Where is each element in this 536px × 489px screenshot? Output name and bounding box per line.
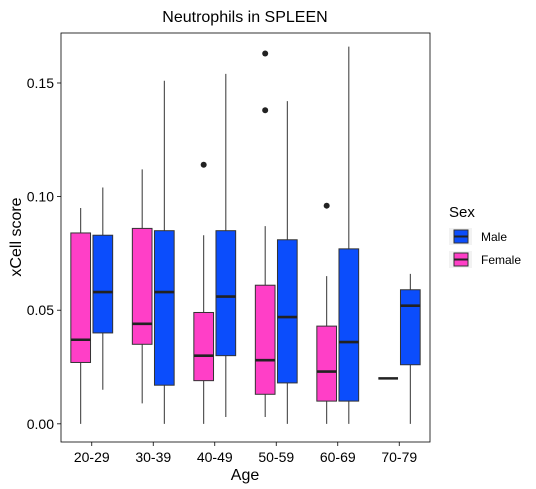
box-body <box>193 311 215 382</box>
box-female-20-29 <box>70 207 92 424</box>
x-tick-label: 60-69 <box>320 449 356 465</box>
x-axis: 20-29 30-39 40-49 50-59 60-69 70-79 <box>74 442 417 465</box>
box-body <box>70 232 92 363</box>
box-body <box>338 248 360 402</box>
box-male-40-49 <box>215 73 237 418</box>
y-axis: 0.00 0.05 0.10 0.15 <box>27 75 61 432</box>
box-body <box>153 230 175 386</box>
box-female-40-49 <box>193 161 215 424</box>
box-body <box>92 234 114 334</box>
plot-panel <box>60 32 431 443</box>
y-tick-label: 0.10 <box>27 189 54 205</box>
box-body <box>399 289 421 366</box>
box-female-60-69 <box>316 202 338 424</box>
outlier-point <box>262 107 269 114</box>
legend-label-female: Female <box>481 253 521 267</box>
box-body <box>276 239 298 384</box>
x-tick-label: 70-79 <box>381 449 417 465</box>
y-axis-label: xCell score <box>8 197 25 276</box>
x-tick-label: 20-29 <box>74 449 110 465</box>
box-female-30-39 <box>131 169 153 404</box>
x-tick-label: 40-49 <box>197 449 233 465</box>
x-tick-label: 30-39 <box>135 449 171 465</box>
legend: Sex Male Female <box>449 204 521 268</box>
box-body <box>215 230 237 357</box>
y-tick-label: 0.05 <box>27 302 54 318</box>
box-body <box>131 227 153 345</box>
y-tick-label: 0.00 <box>27 416 54 432</box>
box-body <box>316 325 338 402</box>
chart-title: Neutrophils in SPLEEN <box>162 9 327 26</box>
outlier-point <box>200 161 207 168</box>
box-group <box>70 46 421 424</box>
outlier-point <box>262 50 269 57</box>
legend-title: Sex <box>449 204 475 221</box>
box-male-50-59 <box>276 101 298 424</box>
outlier-point <box>323 202 330 209</box>
x-axis-label: Age <box>231 467 260 484</box>
box-female-50-59 <box>254 50 276 418</box>
box-body <box>254 284 276 395</box>
legend-label-male: Male <box>481 230 507 244</box>
box-male-20-29 <box>92 187 114 390</box>
box-male-30-39 <box>153 80 175 424</box>
y-tick-label: 0.15 <box>27 75 54 91</box>
x-tick-label: 50-59 <box>258 449 294 465</box>
box-male-70-79 <box>399 273 421 424</box>
box-male-60-69 <box>338 46 360 424</box>
